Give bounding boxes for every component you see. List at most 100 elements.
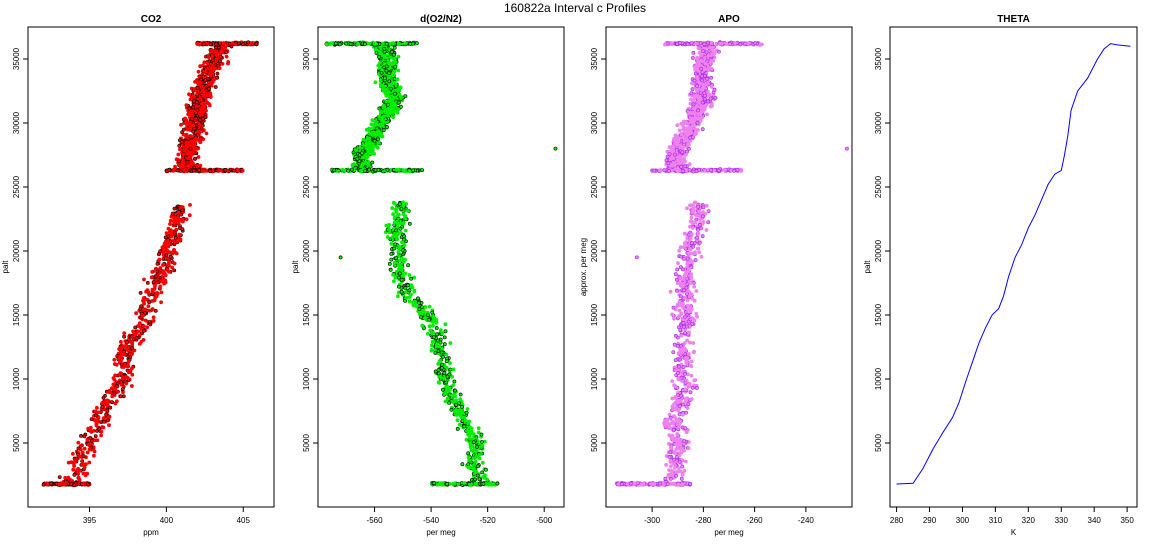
x-axis-label: per meg xyxy=(426,528,455,537)
data-point xyxy=(383,55,388,59)
data-point xyxy=(141,337,146,342)
data-point xyxy=(691,56,695,60)
data-point xyxy=(681,127,686,132)
data-point xyxy=(81,471,86,476)
data-point xyxy=(678,357,682,362)
data-point xyxy=(191,168,196,173)
data-point xyxy=(172,261,177,266)
x-tick-label: -520 xyxy=(480,516,497,525)
data-point xyxy=(423,316,428,321)
data-point xyxy=(134,336,139,341)
data-point xyxy=(132,331,137,336)
data-point xyxy=(680,277,685,282)
data-point xyxy=(164,231,169,236)
data-point xyxy=(442,376,447,381)
data-point xyxy=(397,92,402,97)
data-point xyxy=(408,41,413,46)
data-point xyxy=(155,269,160,274)
data-point xyxy=(217,59,222,64)
data-point xyxy=(371,126,375,130)
data-point xyxy=(679,446,684,451)
data-point xyxy=(71,451,75,456)
data-point xyxy=(369,122,374,127)
data-point xyxy=(167,168,172,172)
data-point xyxy=(142,310,147,315)
x-axis-label: ppm xyxy=(143,528,159,537)
data-point xyxy=(671,461,676,466)
data-point xyxy=(666,472,671,477)
data-point xyxy=(403,228,408,233)
data-point xyxy=(666,423,670,428)
data-point xyxy=(208,95,213,99)
data-point xyxy=(411,303,416,308)
data-point xyxy=(688,247,693,252)
data-point xyxy=(224,50,228,55)
data-point xyxy=(403,271,408,276)
data-point xyxy=(704,228,709,232)
data-point xyxy=(669,464,673,469)
data-point xyxy=(387,222,392,227)
data-point xyxy=(444,385,449,390)
data-point xyxy=(168,218,173,223)
data-point xyxy=(439,350,444,355)
data-point xyxy=(459,415,464,420)
data-point xyxy=(398,258,402,263)
data-point xyxy=(397,271,402,276)
data-point xyxy=(431,314,436,319)
data-point xyxy=(395,294,400,299)
data-point xyxy=(673,272,678,277)
data-point xyxy=(172,268,177,273)
data-point xyxy=(468,425,472,430)
data-point xyxy=(460,404,465,409)
data-point xyxy=(189,159,194,164)
data-point xyxy=(693,212,698,217)
data-point xyxy=(447,387,452,392)
data-point xyxy=(392,70,397,74)
data-point xyxy=(466,451,471,456)
data-point xyxy=(204,84,209,89)
y-tick-label: 5000 xyxy=(12,434,21,452)
data-point xyxy=(183,116,188,121)
data-point xyxy=(344,41,349,46)
data-point xyxy=(668,415,673,420)
x-tick-label: 395 xyxy=(83,516,97,525)
data-point xyxy=(665,418,670,422)
data-point xyxy=(398,246,403,251)
data-point xyxy=(166,226,171,231)
data-point xyxy=(71,467,76,472)
data-point xyxy=(672,316,676,321)
data-point xyxy=(101,395,106,400)
data-point xyxy=(179,204,184,209)
data-point xyxy=(684,410,688,415)
data-point xyxy=(687,162,692,167)
data-point xyxy=(212,78,216,82)
data-point xyxy=(373,41,378,46)
data-point xyxy=(397,202,402,207)
data-point xyxy=(693,250,697,255)
data-point xyxy=(673,333,678,338)
data-point xyxy=(699,226,703,231)
data-point xyxy=(689,359,694,364)
data-point xyxy=(111,382,116,387)
data-point xyxy=(356,42,361,47)
data-point xyxy=(387,71,392,76)
data-point xyxy=(706,99,711,104)
data-point xyxy=(476,426,481,431)
data-point xyxy=(342,168,347,173)
data-point xyxy=(188,111,193,115)
data-point xyxy=(197,117,202,122)
data-point xyxy=(429,343,434,348)
data-point xyxy=(690,321,695,326)
data-point xyxy=(686,372,690,377)
data-point xyxy=(86,482,90,487)
data-point xyxy=(72,472,77,477)
data-point xyxy=(191,99,196,104)
data-point xyxy=(475,473,480,478)
data-point xyxy=(421,326,426,331)
plot-area xyxy=(614,40,849,488)
y-tick-label: 15000 xyxy=(12,303,21,326)
data-point xyxy=(94,423,99,428)
data-point xyxy=(159,300,164,305)
data-point xyxy=(389,257,394,262)
data-point xyxy=(141,324,146,329)
